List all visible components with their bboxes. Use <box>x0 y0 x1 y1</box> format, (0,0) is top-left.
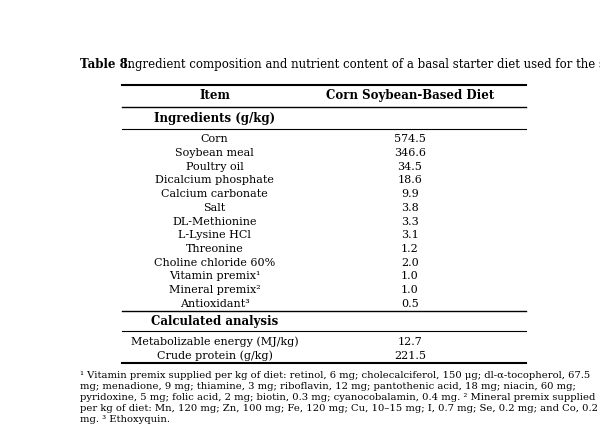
Text: Corn Soybean-Based Diet: Corn Soybean-Based Diet <box>326 89 494 103</box>
Text: Calcium carbonate: Calcium carbonate <box>161 189 268 199</box>
Text: Poultry oil: Poultry oil <box>185 162 244 172</box>
Text: Threonine: Threonine <box>185 244 244 254</box>
Text: Soybean meal: Soybean meal <box>175 148 254 158</box>
Text: Mineral premix²: Mineral premix² <box>169 285 260 295</box>
Text: Dicalcium phosphate: Dicalcium phosphate <box>155 176 274 185</box>
Text: Choline chloride 60%: Choline chloride 60% <box>154 258 275 268</box>
Text: 9.9: 9.9 <box>401 189 419 199</box>
Text: Item: Item <box>199 89 230 103</box>
Text: 3.3: 3.3 <box>401 217 419 227</box>
Text: 34.5: 34.5 <box>397 162 422 172</box>
Text: Vitamin premix¹: Vitamin premix¹ <box>169 271 260 282</box>
Text: Table 8.: Table 8. <box>80 58 131 71</box>
Text: 1.0: 1.0 <box>401 285 419 295</box>
Text: Metabolizable energy (MJ/kg): Metabolizable energy (MJ/kg) <box>131 337 298 347</box>
Text: Ingredient composition and nutrient content of a basal starter diet used for the: Ingredient composition and nutrient cont… <box>119 58 600 71</box>
Text: 3.1: 3.1 <box>401 230 419 240</box>
Text: Crude protein (g/kg): Crude protein (g/kg) <box>157 351 272 361</box>
Text: Antioxidant³: Antioxidant³ <box>179 299 250 309</box>
Text: ¹ Vitamin premix supplied per kg of diet: retinol, 6 mg; cholecalciferol, 150 μg: ¹ Vitamin premix supplied per kg of diet… <box>80 371 598 424</box>
Text: 1.0: 1.0 <box>401 271 419 282</box>
Text: 0.5: 0.5 <box>401 299 419 309</box>
Text: Corn: Corn <box>200 134 229 144</box>
Text: 18.6: 18.6 <box>397 176 422 185</box>
Text: 12.7: 12.7 <box>397 337 422 347</box>
Text: DL-Methionine: DL-Methionine <box>172 217 257 227</box>
Text: Salt: Salt <box>203 203 226 213</box>
Text: 346.6: 346.6 <box>394 148 426 158</box>
Text: Ingredients (g/kg): Ingredients (g/kg) <box>154 112 275 125</box>
Text: 2.0: 2.0 <box>401 258 419 268</box>
Text: 574.5: 574.5 <box>394 134 426 144</box>
Text: 1.2: 1.2 <box>401 244 419 254</box>
Text: L-Lysine HCl: L-Lysine HCl <box>178 230 251 240</box>
Text: 3.8: 3.8 <box>401 203 419 213</box>
Text: 221.5: 221.5 <box>394 351 426 361</box>
Text: Calculated analysis: Calculated analysis <box>151 315 278 328</box>
